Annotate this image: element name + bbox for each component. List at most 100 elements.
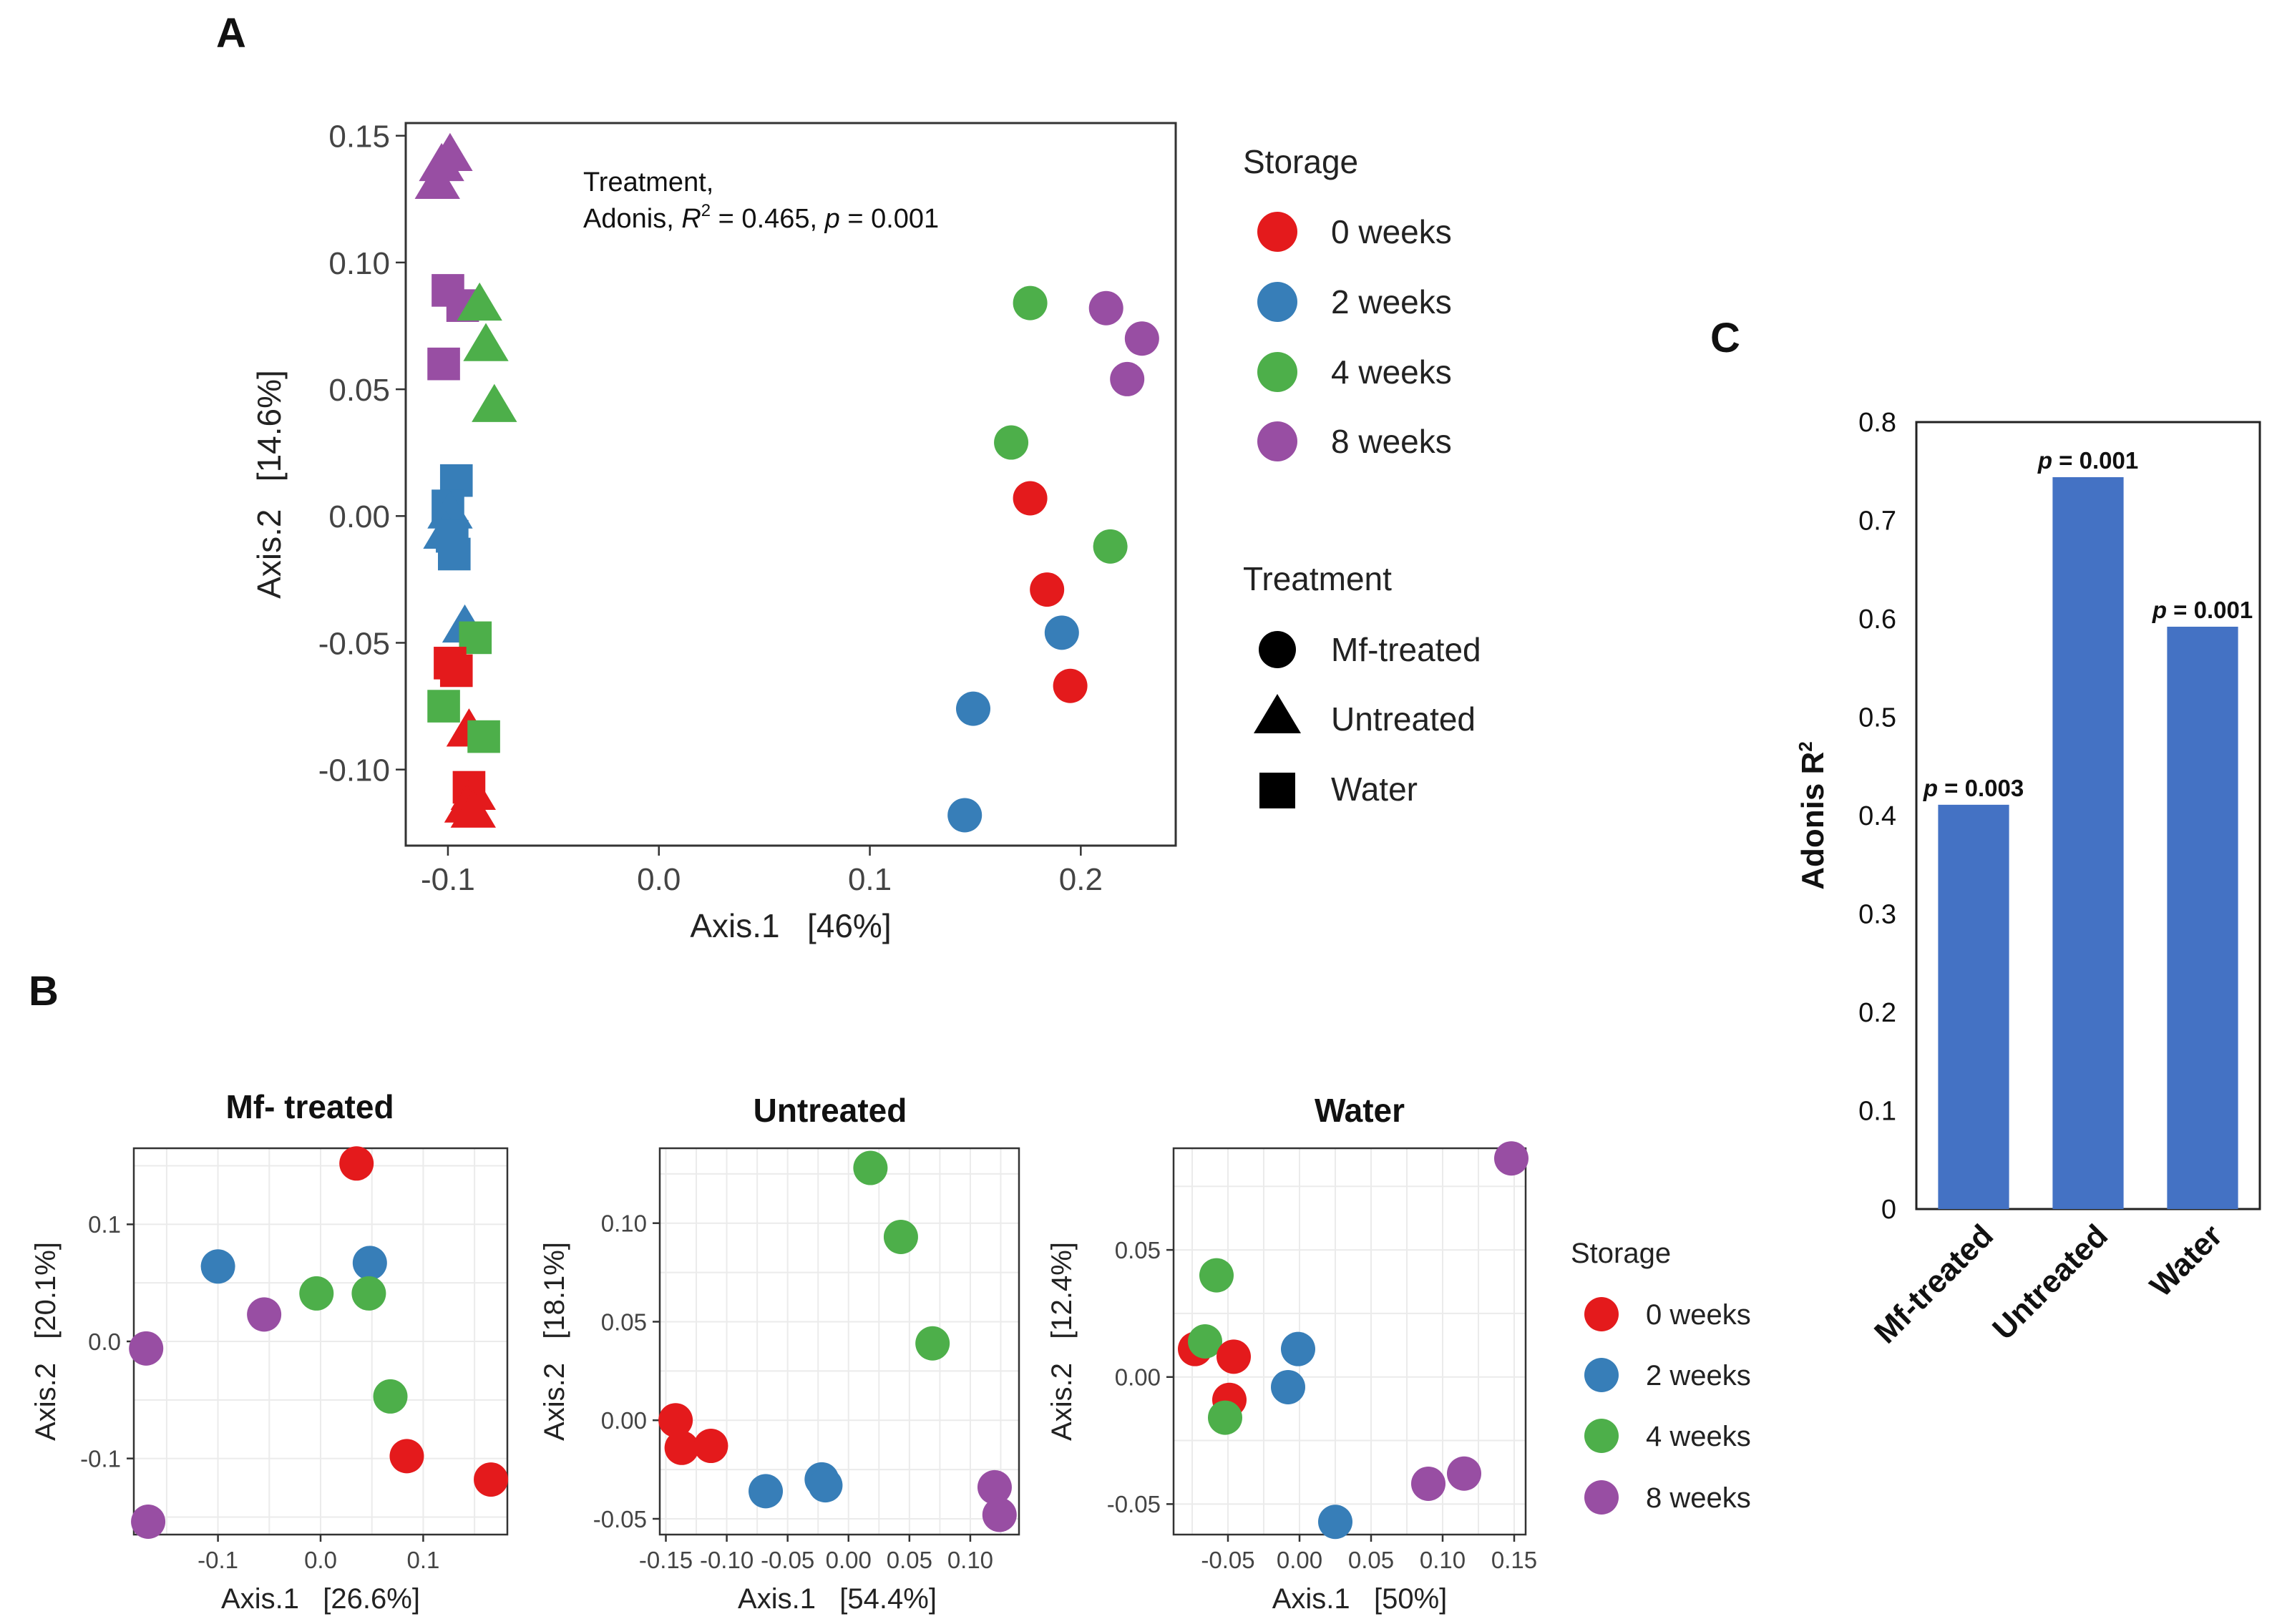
point-8-weeks-circle	[129, 1331, 164, 1366]
point-2-weeks-circle	[947, 798, 983, 833]
x-tick-label: -0.1	[421, 862, 475, 897]
panel-a-x-axis-label: Axis.1 [46%]	[690, 907, 891, 944]
point-4-weeks-circle	[351, 1276, 386, 1311]
panel-b-mf-treated-title: Mf- treated	[225, 1088, 394, 1125]
y-tick-label: -0.10	[318, 753, 390, 788]
legend-label-8-weeks: 8 weeks	[1331, 423, 1452, 460]
panel-b-water-x-axis-label: Axis.1 [50%]	[1272, 1583, 1448, 1615]
y-tick-label: -0.1	[80, 1446, 121, 1472]
bar-mf-treated	[1938, 804, 2009, 1209]
p-value-label-water: p = 0.001	[2152, 597, 2253, 623]
panel-b-legend-label-2-weeks: 2 weeks	[1646, 1360, 1751, 1391]
annotation-p-symbol: p	[824, 204, 840, 234]
panel-a-annotation-line2: Adonis, R2 = 0.465, p = 0.001	[583, 201, 939, 234]
point-4-weeks-square	[467, 720, 500, 753]
legend-label-4-weeks: 4 weeks	[1331, 353, 1452, 391]
panel-b-legend-swatch-2-weeks	[1584, 1358, 1619, 1392]
panel-label-c: C	[1710, 315, 1740, 361]
point-8-weeks-triangle	[427, 132, 473, 172]
annotation-adonis-prefix: Adonis,	[583, 204, 681, 234]
x-tick-label: 0.2	[1059, 862, 1103, 897]
p-value-label-mf-treated: p = 0.003	[1923, 775, 2024, 801]
point-8-weeks-circle	[247, 1297, 282, 1332]
x-tick-label: 0.10	[1420, 1547, 1466, 1573]
x-tick-label: -0.10	[700, 1547, 754, 1573]
p-value-text: = 0.001	[2052, 447, 2138, 474]
panel-b-water-y-axis-label: Axis.2 [12.4%]	[1046, 1242, 1078, 1441]
category-label-untreated: Untreated	[1986, 1218, 2115, 1346]
panel-b-water-points	[1178, 1141, 1529, 1540]
panel-b-water-y-ticks: -0.05 0.00 0.05	[1107, 1237, 1174, 1517]
point-2-weeks-circle	[749, 1474, 784, 1509]
panel-b-mf-treated-points	[129, 1146, 509, 1539]
point-2-weeks-circle	[1271, 1369, 1305, 1404]
point-8-weeks-circle	[1494, 1141, 1529, 1176]
p-value-label-untreated: p = 0.001	[2037, 447, 2138, 474]
point-4-weeks-triangle	[463, 323, 509, 361]
point-0-weeks-circle	[339, 1146, 374, 1181]
panel-b-legend-label-4-weeks: 4 weeks	[1646, 1421, 1751, 1452]
point-8-weeks-square	[427, 347, 460, 381]
point-8-weeks-circle	[1088, 290, 1123, 326]
panel-c-y-tick-label: 0.1	[1858, 1097, 1896, 1127]
panel-b-mf-treated: Mf- treated -0.1 0.0 0.1 -0.1 0.0 0.1 Axis.1…	[30, 1088, 509, 1615]
y-tick-label: 0.00	[1115, 1364, 1161, 1391]
panel-b-legend-swatch-4-weeks	[1584, 1419, 1619, 1453]
panel-b-legend-swatch-8-weeks	[1584, 1480, 1619, 1515]
panel-c-y-tick-label: 0.8	[1858, 408, 1896, 438]
panel-a-x-ticks: -0.1 0.0 0.1 0.2	[421, 846, 1103, 897]
panel-c-y-tick-label: 0.4	[1858, 801, 1896, 831]
panel-c-bars	[1938, 477, 2238, 1209]
panel-a-annotation-line1: Treatment,	[583, 167, 713, 197]
y-tick-label: 0.05	[1115, 1237, 1161, 1263]
panel-a-points	[414, 132, 1159, 833]
point-0-weeks-circle	[693, 1429, 728, 1464]
panel-b-water-x-ticks: -0.05 0.00 0.05 0.10 0.15	[1201, 1535, 1537, 1573]
bar-untreated	[2052, 477, 2124, 1209]
point-4-weeks-circle	[883, 1219, 918, 1254]
panel-b-untreated-y-ticks: -0.05 0.00 0.05 0.10	[593, 1210, 660, 1532]
point-0-weeks-circle	[658, 1403, 693, 1438]
p-value-text: = 0.001	[2167, 597, 2253, 623]
point-4-weeks-circle	[373, 1379, 408, 1414]
point-2-weeks-circle	[955, 691, 990, 726]
panel-b-mf-treated-gridlines	[134, 1148, 507, 1535]
panel-label-a: A	[216, 10, 246, 57]
x-tick-label: 0.15	[1491, 1547, 1537, 1573]
panel-c-y-tick-label: 0.3	[1858, 900, 1896, 930]
panel-b-untreated: Untreated -0.15 -0.10 -0.05 0.00 0.05 0.10 -0…	[539, 1092, 1020, 1615]
point-8-weeks-circle	[977, 1469, 1012, 1505]
point-8-weeks-circle	[131, 1505, 166, 1539]
y-tick-label: 0.1	[88, 1211, 121, 1238]
x-tick-label: -0.05	[761, 1547, 814, 1573]
panel-b-untreated-x-axis-label: Axis.1 [54.4%]	[738, 1583, 937, 1615]
point-2-weeks-square	[438, 537, 471, 571]
panel-b-water-title: Water	[1315, 1092, 1405, 1129]
panel-c-y-tick-label: 0.7	[1858, 507, 1896, 537]
point-2-weeks-circle	[200, 1249, 235, 1284]
point-0-weeks-circle	[1217, 1339, 1251, 1374]
point-4-weeks-square	[427, 690, 460, 723]
point-0-weeks-circle	[1030, 572, 1065, 607]
legend-triangle-icon	[1254, 694, 1301, 733]
point-0-weeks-circle	[1013, 481, 1048, 516]
annotation-r-value: = 0.465,	[711, 204, 825, 234]
point-0-weeks-circle	[664, 1430, 699, 1465]
panel-b-legend-swatch-0-weeks	[1584, 1297, 1619, 1331]
panel-a-storage-legend: Storage 0 weeks 2 weeks 4 weeks 8 weeks	[1243, 143, 1452, 461]
point-8-weeks-circle	[1110, 361, 1145, 396]
legend-label-water: Water	[1331, 771, 1418, 808]
point-8-weeks-triangle	[414, 160, 460, 199]
point-2-weeks-triangle	[427, 490, 473, 529]
panel-b-water: Water -0.05 0.00 0.05 0.10 0.15 -0.05 0.00 0.0…	[1046, 1092, 1751, 1615]
point-2-weeks-circle	[1281, 1331, 1315, 1366]
x-tick-label: 0.1	[848, 862, 892, 897]
panel-b-untreated-x-ticks: -0.15 -0.10 -0.05 0.00 0.05 0.10	[639, 1535, 993, 1573]
p-symbol: p	[2152, 597, 2167, 623]
legend-swatch-2-weeks	[1257, 282, 1297, 322]
point-4-weeks-triangle	[472, 383, 517, 422]
panel-b-legend-label-8-weeks: 8 weeks	[1646, 1482, 1751, 1514]
panel-a: -0.1 0.0 0.1 0.2 -0.10 -0.05 0.00 0.05 0.10 0.15…	[250, 119, 1481, 944]
panel-b-untreated-border	[658, 1147, 1020, 1536]
